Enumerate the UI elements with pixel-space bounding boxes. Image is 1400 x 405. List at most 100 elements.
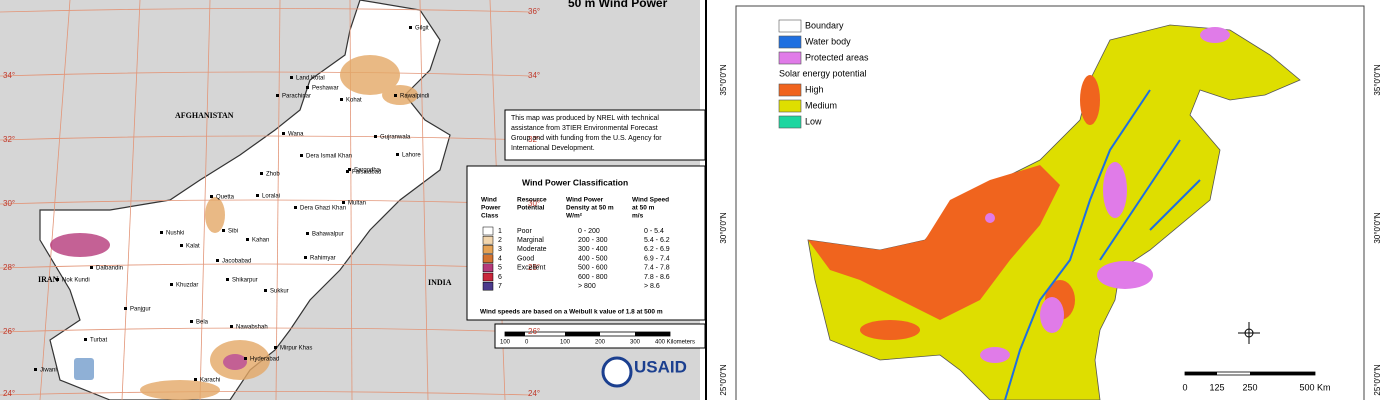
- protected-areas: [980, 27, 1230, 363]
- city-label: Turbat: [90, 338, 107, 344]
- legend-swatch: [778, 115, 802, 129]
- city-marker: [56, 278, 59, 281]
- city-marker: [222, 229, 225, 232]
- city-label: Sargodha: [354, 168, 381, 174]
- city-label: Multan: [348, 201, 366, 207]
- legend-density: 200 - 300: [578, 237, 608, 244]
- legend-density: 500 - 600: [578, 265, 608, 272]
- legend-potential: Moderate: [517, 246, 547, 253]
- logo-seal: [601, 356, 633, 388]
- scale-bar-segment: [1250, 372, 1315, 375]
- city-marker: [282, 132, 285, 135]
- legend-footnote: Wind speeds are based on a Weibull k val…: [480, 309, 663, 316]
- legend-swatch: [778, 35, 802, 49]
- city-label: Sukkur: [270, 289, 289, 295]
- legend-swatch: [482, 281, 494, 291]
- legend-speed: 6.9 - 7.4: [644, 255, 670, 262]
- legend-density: > 800: [578, 283, 596, 290]
- lat-label: 34°: [3, 71, 15, 80]
- north-arrow: [1238, 322, 1260, 344]
- city-marker: [230, 325, 233, 328]
- legend-speed: 5.4 - 6.2: [644, 237, 670, 244]
- city-label: Kalat: [186, 244, 200, 250]
- legend-swatch: [778, 83, 802, 97]
- city-marker: [180, 244, 183, 247]
- legend-header: W/m²: [566, 213, 583, 220]
- high-potential-area: [808, 165, 1060, 320]
- city-marker: [374, 135, 377, 138]
- city-marker: [306, 86, 309, 89]
- scale-label: 200: [595, 340, 606, 346]
- legend-speed: 7.4 - 7.8: [644, 265, 670, 272]
- city-label: Parachinar: [282, 94, 311, 100]
- legend-swatch: [482, 245, 494, 254]
- legend-density: 0 - 200: [578, 228, 600, 235]
- city-label: Gilgit: [415, 26, 429, 32]
- city-label: Bela: [196, 320, 209, 326]
- city-label: Hyderabad: [250, 357, 279, 363]
- lat-label: 30°: [3, 199, 15, 208]
- lat-label: 24°: [3, 389, 15, 398]
- lat-label: 30°: [528, 199, 540, 208]
- legend-header: Class: [481, 213, 499, 220]
- city-marker: [210, 195, 213, 198]
- scale-bar-segment: [505, 332, 525, 336]
- legend-density: 400 - 500: [578, 255, 608, 262]
- legend-header: Wind Speed: [632, 197, 669, 204]
- city-marker: [342, 201, 345, 204]
- legend-header: Potential: [517, 205, 545, 212]
- legend-swatch: [778, 19, 802, 33]
- city-marker: [194, 378, 197, 381]
- scale-bar-segment: [635, 332, 670, 336]
- legend-label: Water body: [805, 36, 851, 46]
- city-label: Jiwani: [40, 368, 57, 374]
- legend-class: 4: [498, 255, 502, 262]
- city-label: Shikarpur: [232, 278, 258, 284]
- city-label: Mirpur Khas: [280, 346, 312, 352]
- scale-label: 0: [1182, 382, 1187, 392]
- city-marker: [90, 266, 93, 269]
- legend-class: 2: [498, 237, 502, 244]
- city-marker: [260, 172, 263, 175]
- city-label: Zhob: [266, 172, 280, 178]
- city-marker: [396, 153, 399, 156]
- country-label: INDIA: [428, 278, 452, 287]
- legend-swatch: [482, 235, 494, 245]
- legend-title: Wind Power Classification: [522, 177, 628, 187]
- legend-header: m/s: [632, 213, 644, 220]
- city-marker: [274, 346, 277, 349]
- city-marker: [256, 194, 259, 197]
- note-line: assistance from 3TIER Environmental Fore…: [511, 125, 658, 132]
- lat-label: 30°0'0"N: [1373, 212, 1382, 243]
- city-marker: [170, 283, 173, 286]
- graticule: [0, 0, 531, 401]
- legend-class: 1: [498, 228, 502, 235]
- city-marker: [124, 307, 127, 310]
- legend-class: 5: [498, 265, 502, 272]
- city-label: Dera Ghazi Khan: [300, 206, 346, 212]
- high-potential-patches: [860, 75, 1100, 340]
- note-line: Group and with funding from the U.S. Age…: [511, 135, 662, 142]
- lat-label: 36°: [528, 7, 540, 16]
- city-marker: [244, 357, 247, 360]
- legend-swatch: [482, 272, 494, 282]
- city-marker: [216, 259, 219, 262]
- city-label: Panjgur: [130, 307, 151, 313]
- scale-bar-segment: [565, 332, 600, 336]
- city-label: Bahawalpur: [312, 232, 344, 238]
- city-marker: [190, 320, 193, 323]
- lat-label: 28°: [3, 263, 15, 272]
- city-label: Karachi: [200, 378, 220, 384]
- city-label: Jacobabad: [222, 259, 251, 265]
- wind-areas: [50, 55, 418, 400]
- legend-density: 600 - 800: [578, 274, 608, 281]
- city-label: Sibi: [228, 229, 238, 235]
- legend-potential: Poor: [517, 228, 532, 235]
- city-label: Lahore: [402, 153, 421, 159]
- legend-swatch: [778, 51, 802, 65]
- scale-label: 0: [525, 340, 529, 346]
- wind-map: [0, 0, 706, 401]
- city-label: Kohat: [346, 98, 362, 104]
- lat-label: 32°: [3, 135, 15, 144]
- legend-label: Low: [805, 116, 822, 126]
